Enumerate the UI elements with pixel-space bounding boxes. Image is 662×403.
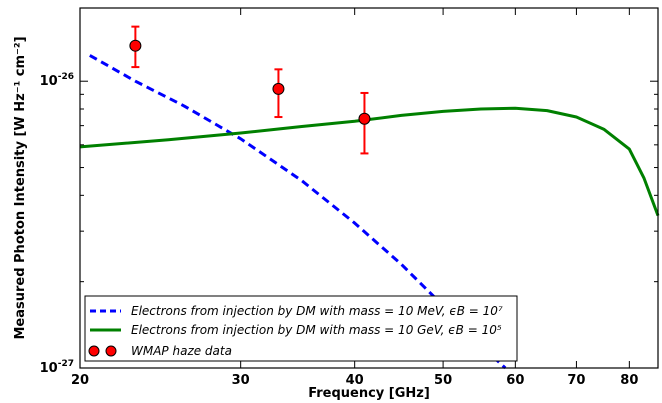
x-tick-label: 50: [434, 373, 452, 388]
x-axis-ticks: 20 30 40 50 60 70 80: [71, 8, 638, 388]
plot-frame: [79, 7, 659, 369]
legend-label-wmap: WMAP haze data: [131, 344, 232, 358]
data-point-2: [358, 112, 371, 125]
x-tick-label: 70: [567, 373, 585, 388]
x-tick-label: 30: [232, 373, 250, 388]
y-axis-title: Measured Photon Intensity [W Hz⁻¹ cm⁻²]: [13, 36, 28, 339]
x-tick-label: 40: [346, 373, 364, 388]
x-tick-label: 80: [620, 373, 638, 388]
legend: Electrons from injection by DM with mass…: [84, 295, 518, 362]
series-line-1: [79, 106, 660, 217]
y-axis-ticks: 10-27 10-26: [40, 72, 658, 376]
y-tick-label: 10-27: [40, 359, 74, 376]
legend-marker-wmap-1: [88, 345, 100, 357]
x-axis-title: Frequency [GHz]: [308, 386, 430, 401]
data-point-1: [272, 82, 285, 95]
legend-label-10mev: Electrons from injection by DM with mass…: [131, 304, 503, 318]
x-tick-label: 20: [71, 373, 89, 388]
legend-box: [84, 295, 518, 362]
legend-label-10gev: Electrons from injection by DM with mass…: [131, 323, 502, 337]
errorbar-layer: [129, 25, 371, 155]
legend-marker-wmap-2: [105, 345, 117, 357]
y-tick-label: 10-26: [40, 72, 74, 89]
data-point-0: [129, 39, 142, 52]
x-tick-label: 60: [506, 373, 524, 388]
